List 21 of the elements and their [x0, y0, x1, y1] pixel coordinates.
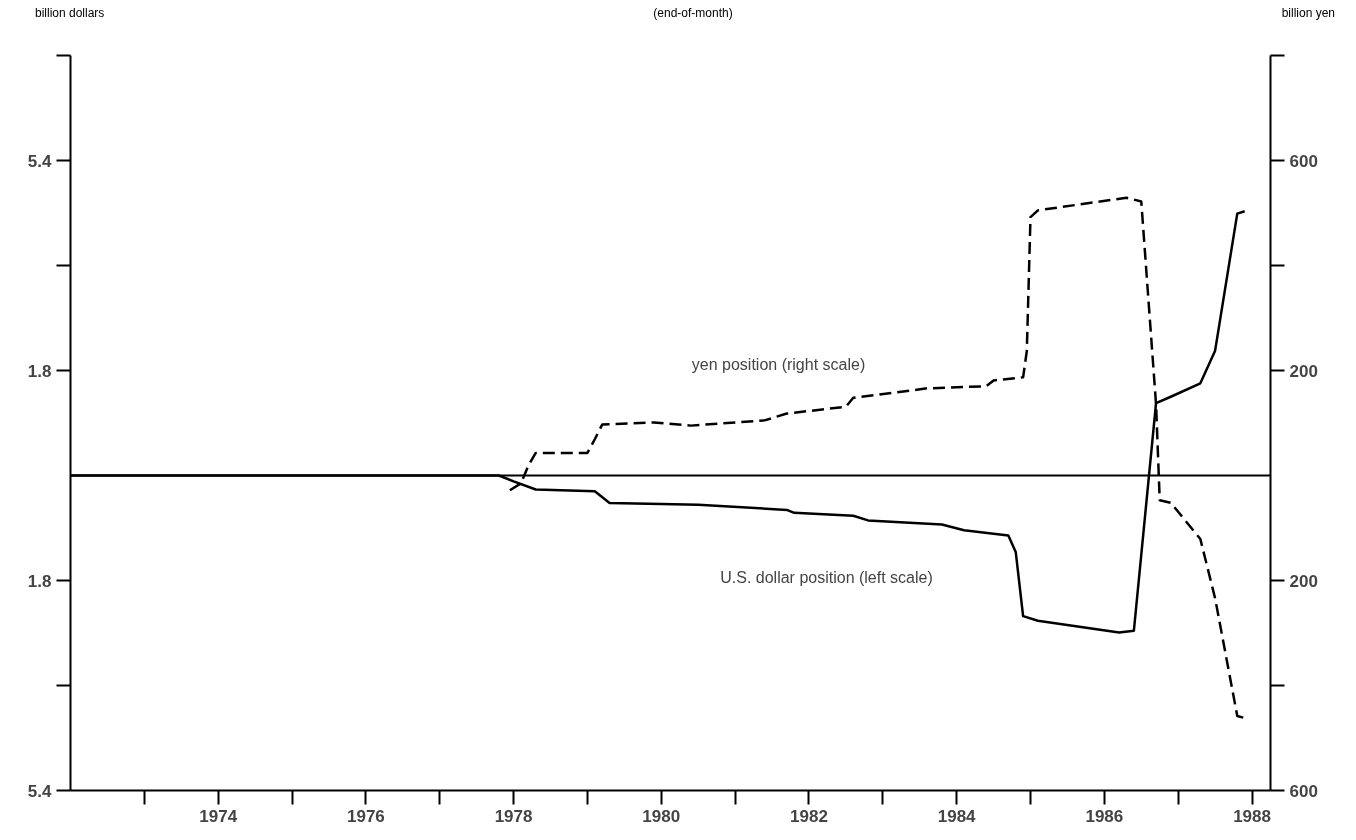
x-tick-label: 1974 — [199, 806, 238, 826]
y2-tick-label: 200 — [1289, 571, 1318, 591]
y-tick-label: 5.4 — [27, 151, 53, 171]
x-tick-label: 1988 — [1233, 806, 1271, 826]
y-axis-title: billion dollars — [35, 5, 105, 22]
y-tick-label: 1.8 — [27, 361, 52, 381]
chart-title: (end-of-month) — [653, 5, 733, 22]
annotation: U.S. dollar position (left scale) — [720, 568, 933, 586]
annotation: yen position (right scale) — [691, 355, 866, 373]
x-tick-label: 1986 — [1085, 806, 1124, 826]
y-tick-label: 1.8 — [27, 571, 52, 591]
y2-tick-label: 200 — [1289, 361, 1318, 381]
y2-axis-title: billion yen — [1281, 5, 1335, 22]
x-tick-label: 1980 — [642, 806, 681, 826]
y2-tick-label: 600 — [1289, 151, 1318, 171]
x-tick-label: 1978 — [494, 806, 533, 826]
x-tick-label: 1982 — [790, 806, 828, 826]
x-tick-label: 1976 — [346, 806, 385, 826]
x-tick-label: 1984 — [937, 806, 977, 826]
y2-tick-label: 600 — [1289, 781, 1318, 801]
y-tick-label: 5.4 — [27, 781, 53, 801]
